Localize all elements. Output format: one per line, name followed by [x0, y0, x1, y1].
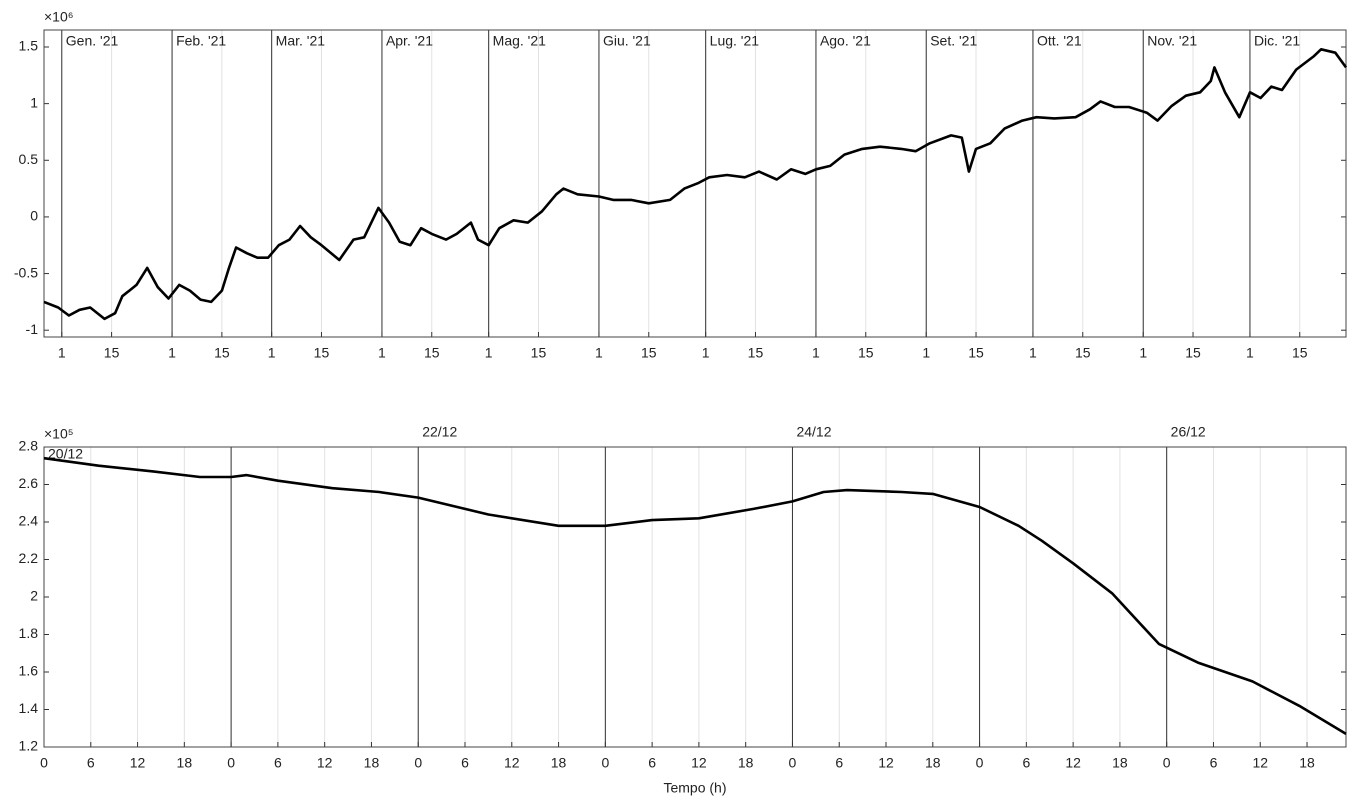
- y-tick-label: 2.8: [19, 438, 39, 454]
- y-multiplier: ×10⁶: [44, 9, 74, 25]
- marker-label: Ott. '21: [1037, 33, 1082, 49]
- x-tick-label: 0: [414, 755, 422, 771]
- marker-label: Nov. '21: [1147, 33, 1197, 49]
- x-tick-label: 1: [378, 345, 386, 361]
- x-tick-label: 0: [976, 755, 984, 771]
- x-tick-label: 15: [858, 345, 874, 361]
- x-tick-label: 12: [317, 755, 333, 771]
- x-tick-label: 18: [738, 755, 754, 771]
- x-tick-label: 12: [504, 755, 520, 771]
- x-tick-label: 1: [1139, 345, 1147, 361]
- x-tick-label: 1: [922, 345, 930, 361]
- marker-label: Feb. '21: [176, 33, 226, 49]
- axes-box: [43, 446, 1347, 748]
- marker-label: 20/12: [48, 446, 83, 462]
- x-tick-label: 15: [1185, 345, 1201, 361]
- x-tick-label: 1: [1246, 345, 1254, 361]
- marker-label: Set. '21: [930, 33, 977, 49]
- x-tick-label: 6: [648, 755, 656, 771]
- y-tick-label: -1: [26, 321, 39, 337]
- x-tick-label: 0: [227, 755, 235, 771]
- plot-area: [44, 447, 1346, 747]
- y-tick-label: 2: [30, 588, 38, 604]
- marker-label: Ago. '21: [820, 33, 871, 49]
- x-tick-label: 1: [595, 345, 603, 361]
- x-tick-label: 12: [130, 755, 146, 771]
- data-line: [43, 48, 1348, 321]
- x-tick-label: 18: [177, 755, 193, 771]
- x-tick-label: 15: [641, 345, 657, 361]
- y-tick-label: 1.4: [19, 700, 39, 716]
- y-tick-label: 1.2: [19, 738, 39, 754]
- x-tick-label: 18: [551, 755, 567, 771]
- x-tick-label: 15: [1292, 345, 1308, 361]
- x-tick-label: 1: [58, 345, 66, 361]
- data-line: [43, 456, 1347, 736]
- x-tick-label: 12: [1252, 755, 1268, 771]
- marker-label: Giu. '21: [603, 33, 651, 49]
- axes-box: [43, 29, 1347, 338]
- y-tick-label: 2.2: [19, 550, 39, 566]
- x-tick-label: 15: [531, 345, 547, 361]
- marker-label: Mar. '21: [276, 33, 326, 49]
- x-tick-label: 1: [485, 345, 493, 361]
- x-tick-label: 1: [1029, 345, 1037, 361]
- x-tick-label: 18: [1112, 755, 1128, 771]
- x-tick-label: 15: [1075, 345, 1091, 361]
- x-tick-label: 15: [104, 345, 120, 361]
- marker-label: 24/12: [796, 424, 831, 440]
- x-tick-label: 15: [748, 345, 764, 361]
- x-tick-label: 6: [1022, 755, 1030, 771]
- x-tick-label: 15: [968, 345, 984, 361]
- x-tick-label: 6: [1210, 755, 1218, 771]
- x-tick-label: 12: [691, 755, 707, 771]
- y-tick-label: 1.8: [19, 625, 39, 641]
- y-tick-label: 0: [30, 208, 38, 224]
- x-axis-label: Tempo (h): [663, 780, 726, 796]
- x-tick-label: 1: [168, 345, 176, 361]
- marker-label: Mag. '21: [493, 33, 546, 49]
- marker-label: Dic. '21: [1254, 33, 1300, 49]
- x-tick-label: 0: [601, 755, 609, 771]
- marker-label: 26/12: [1171, 424, 1206, 440]
- x-tick-label: 6: [461, 755, 469, 771]
- y-multiplier: ×10⁵: [44, 426, 74, 442]
- x-tick-label: 1: [812, 345, 820, 361]
- x-tick-label: 0: [789, 755, 797, 771]
- marker-label: Apr. '21: [386, 33, 433, 49]
- y-tick-label: 1: [30, 94, 38, 110]
- x-tick-label: 1: [702, 345, 710, 361]
- x-tick-label: 6: [835, 755, 843, 771]
- y-tick-label: 1.6: [19, 663, 39, 679]
- x-tick-label: 0: [40, 755, 48, 771]
- y-tick-label: 2.4: [19, 513, 39, 529]
- x-tick-label: 15: [214, 345, 230, 361]
- x-tick-label: 1: [268, 345, 276, 361]
- y-tick-label: -0.5: [14, 264, 38, 280]
- y-tick-label: 0.5: [19, 151, 39, 167]
- x-tick-label: 18: [1299, 755, 1315, 771]
- x-tick-label: 12: [878, 755, 894, 771]
- x-tick-label: 6: [274, 755, 282, 771]
- y-tick-label: 2.6: [19, 475, 39, 491]
- x-tick-label: 15: [314, 345, 330, 361]
- x-tick-label: 15: [424, 345, 440, 361]
- y-tick-label: 1.5: [19, 38, 39, 54]
- x-tick-label: 18: [925, 755, 941, 771]
- x-tick-label: 12: [1065, 755, 1081, 771]
- marker-label: Lug. '21: [710, 33, 760, 49]
- x-tick-label: 6: [87, 755, 95, 771]
- x-tick-label: 0: [1163, 755, 1171, 771]
- marker-label: Gen. '21: [66, 33, 119, 49]
- marker-label: 22/12: [422, 424, 457, 440]
- x-tick-label: 18: [364, 755, 380, 771]
